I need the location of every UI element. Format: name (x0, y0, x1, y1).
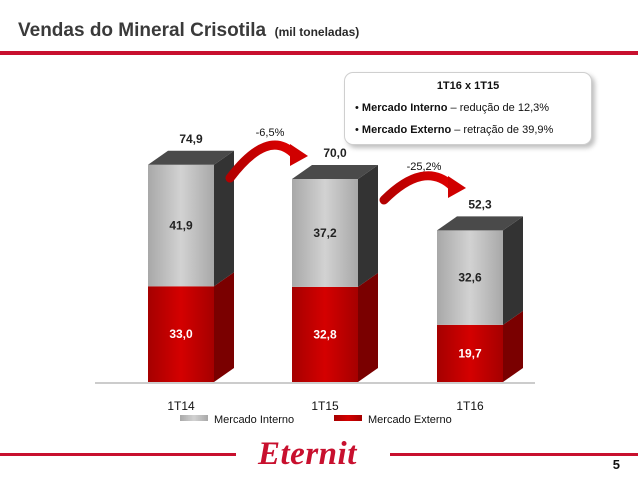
bar-externo-side-1T15 (358, 272, 378, 382)
callout-interno-text: – redução de 12,3% (447, 102, 550, 114)
bar-top-cap-1T14 (148, 150, 234, 165)
data-label-interno: 37,2 (313, 226, 337, 240)
bar-top-cap-1T16 (437, 216, 523, 231)
growth-arrow-2 (379, 171, 457, 205)
legend-swatch-externo (334, 415, 362, 421)
bar-top-cap-1T15 (292, 165, 378, 179)
bullet-icon: • (355, 124, 359, 136)
page-subtitle: (mil toneladas) (274, 25, 360, 39)
data-label-interno: 41,9 (169, 219, 193, 233)
growth-label: -25,2% (407, 161, 442, 173)
data-label-externo: 32,8 (313, 327, 337, 341)
bar-interno-1T14 (148, 164, 214, 287)
bar-externo-1T14 (148, 286, 214, 382)
bar-interno-1T15 (292, 179, 358, 287)
x-tick-label: 1T16 (456, 399, 484, 413)
callout-line-externo: • Mercado Externo – retração de 39,9% (355, 124, 553, 136)
bar-interno-side-1T16 (503, 216, 523, 325)
page-number: 5 (612, 457, 620, 472)
callout-line-interno: • Mercado Interno – redução de 12,3% (355, 102, 549, 114)
bar-externo-side-1T14 (214, 272, 234, 382)
data-label-externo: 19,7 (458, 346, 482, 360)
bar-externo-1T16 (437, 324, 503, 382)
callout-externo-label: Mercado Externo (361, 124, 452, 136)
bar-interno-side-1T15 (358, 165, 378, 287)
total-label: 52,3 (468, 197, 492, 211)
data-label-externo: 33,0 (169, 327, 193, 341)
slide-title: Vendas do Mineral Crisotila (mil tonelad… (18, 20, 359, 42)
legend-label-interno: Mercado Interno (214, 414, 294, 426)
title-divider (0, 51, 638, 55)
growth-arrow-head-2 (448, 176, 466, 198)
callout-title: 1T16 x 1T15 (436, 80, 500, 92)
eternit-logo: Eternit (258, 436, 357, 472)
bar-externo-1T15 (292, 286, 358, 382)
x-tick-label: 1T14 (167, 399, 195, 413)
bar-externo-side-1T16 (503, 310, 523, 382)
growth-arrow-1 (225, 140, 299, 183)
data-label-interno: 32,6 (458, 271, 482, 285)
bullet-icon: • (355, 102, 359, 114)
legend-swatch-interno (180, 415, 208, 421)
bar-interno-1T16 (437, 230, 503, 325)
footer-rule-left (0, 453, 236, 456)
comparison-callout: 1T16 x 1T15 • Mercado Interno – redução … (344, 72, 592, 145)
total-label: 70,0 (323, 146, 347, 160)
callout-interno-label: Mercado Interno (361, 102, 448, 114)
bar-interno-side-1T14 (214, 150, 234, 287)
x-tick-label: 1T15 (311, 399, 339, 413)
footer-rule-right (390, 453, 638, 456)
callout-externo-text: – retração de 39,9% (451, 124, 554, 136)
page-title: Vendas do Mineral Crisotila (18, 20, 267, 41)
growth-label: -6,5% (256, 127, 285, 139)
growth-arrow-head-1 (290, 144, 308, 166)
total-label: 74,9 (179, 132, 203, 146)
legend-label-externo: Mercado Externo (368, 414, 452, 426)
